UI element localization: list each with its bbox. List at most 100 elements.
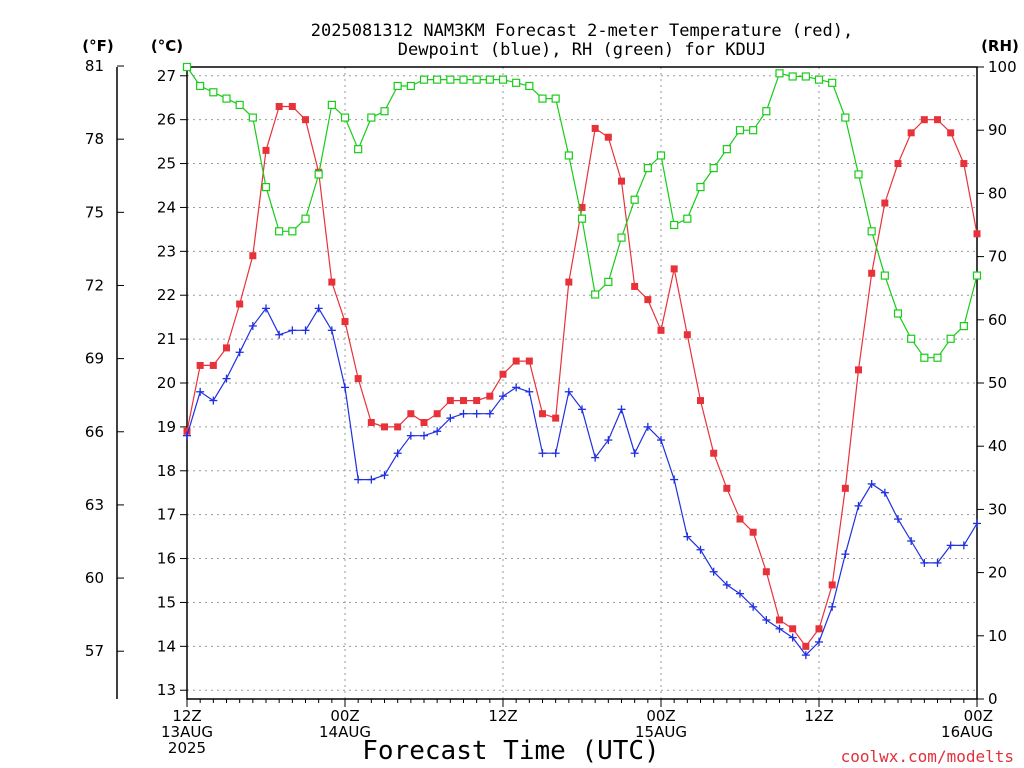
temperature-point: [973, 230, 981, 238]
temperature-point: [420, 419, 428, 426]
rh-point: [696, 182, 705, 192]
rh-tick-label: 100: [988, 58, 1017, 76]
dewpoint-point: [815, 637, 823, 646]
celsius-unit-label: (°C): [151, 37, 183, 55]
rh-point: [709, 164, 718, 173]
temperature-point: [512, 357, 520, 365]
temperature-point: [828, 581, 836, 589]
temperature-point: [341, 318, 349, 326]
time-tick-label: 12Z: [488, 707, 517, 725]
temperature-point: [381, 423, 388, 431]
dewpoint-point: [867, 479, 876, 488]
dewpoint-point: [670, 475, 679, 484]
temperature-point: [683, 331, 691, 339]
temperature-point: [841, 484, 849, 492]
rh-point: [393, 81, 402, 91]
dewpoint-point: [591, 453, 600, 462]
rh-point: [933, 353, 942, 362]
time-tick-label: 00Z: [330, 707, 359, 725]
rh-point: [722, 145, 731, 154]
fahrenheit-tick-label: 63: [85, 496, 104, 514]
temperature-point: [762, 568, 770, 576]
temperature-point: [710, 449, 718, 457]
rh-point: [551, 94, 560, 103]
temperature-point: [868, 269, 876, 277]
rh-point: [222, 94, 231, 103]
rh-point: [630, 195, 639, 204]
rh-point: [577, 214, 587, 223]
celsius-tick-label: 20: [157, 374, 176, 392]
temperature-point: [446, 397, 454, 405]
celsius-tick-label: 18: [157, 462, 176, 480]
temperature-point: [565, 278, 573, 286]
rh-point: [538, 94, 547, 103]
rh-point: [814, 75, 824, 84]
dewpoint-point: [512, 383, 521, 392]
dewpoint-point: [788, 633, 797, 642]
rh-point: [959, 322, 968, 331]
temperature-series: [183, 103, 981, 650]
fahrenheit-tick-label: 75: [85, 203, 104, 221]
dewpoint-point: [828, 602, 837, 611]
dewpoint-point: [604, 436, 613, 445]
temperature-point: [525, 357, 533, 365]
temperature-point: [604, 133, 612, 141]
rh-point: [314, 170, 323, 179]
temperature-point: [736, 515, 744, 523]
dewpoint-point: [657, 436, 665, 445]
dewpoint-point: [880, 488, 889, 497]
dewpoint-point: [736, 589, 744, 598]
dewpoint-point: [973, 519, 981, 528]
dewpoint-point: [275, 330, 284, 339]
rh-point: [670, 220, 679, 230]
temperature-point: [183, 427, 191, 435]
dewpoint-point: [314, 304, 323, 313]
celsius-tick-label: 17: [157, 506, 176, 524]
temperature-point: [697, 397, 704, 405]
temperature-point: [723, 484, 731, 492]
rh-point: [801, 72, 810, 81]
celsius-axis-ticks: 13 14 15 16 17 18 19 20 21 22 23 24 25 26 27: [157, 67, 187, 699]
dewpoint-point: [406, 431, 415, 440]
rh-point: [485, 75, 494, 84]
dewpoint-point: [235, 348, 244, 357]
temperature-point: [407, 410, 415, 418]
temperature-point: [894, 160, 902, 168]
temperature-point: [947, 129, 955, 137]
temperature-point: [960, 160, 968, 168]
fahrenheit-tick-label: 60: [85, 569, 104, 587]
rh-point: [433, 75, 442, 84]
rh-point: [841, 113, 850, 122]
dewpoint-point: [525, 387, 534, 396]
dewpoint-series: [183, 304, 981, 660]
dewpoint-point: [262, 304, 270, 313]
rh-point: [880, 271, 889, 280]
series-layer: [182, 62, 982, 660]
temperature-point: [460, 397, 467, 405]
temperature-point: [473, 397, 481, 405]
time-tick-label: 12Z: [804, 707, 833, 725]
temperature-point: [670, 265, 678, 273]
dewpoint-point: [393, 449, 402, 458]
dewpoint-point: [617, 405, 626, 414]
dewpoint-point: [420, 431, 428, 440]
temperature-point: [934, 116, 941, 124]
dewpoint-point: [433, 427, 442, 436]
rh-point: [275, 227, 284, 236]
temperature-point: [815, 625, 823, 633]
dewpoint-point: [341, 383, 349, 392]
rh-tick-label: 80: [988, 184, 1007, 202]
dewpoint-point: [446, 414, 455, 423]
fahrenheit-axis-ticks: 57 60 63 66 69 72 75 78 81: [85, 57, 124, 660]
rh-point: [248, 113, 257, 122]
dewpoint-point: [327, 326, 336, 335]
rh-tick-label: 20: [988, 564, 1007, 582]
celsius-tick-label: 13: [157, 681, 176, 699]
rh-point: [564, 151, 573, 160]
temperature-point: [328, 278, 336, 286]
rh-point: [182, 62, 192, 72]
dewpoint-point: [762, 616, 771, 624]
temperature-point: [552, 414, 560, 422]
temperature-point: [591, 124, 599, 132]
